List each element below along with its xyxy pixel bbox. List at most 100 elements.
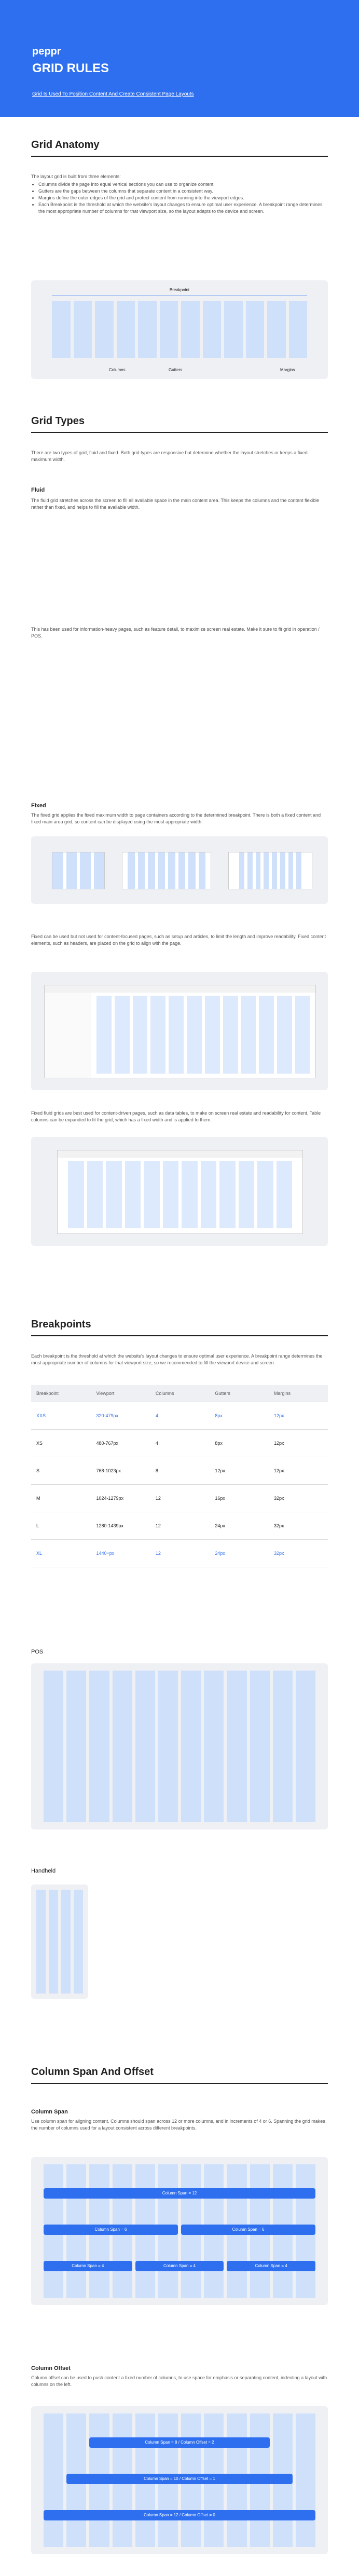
cell: XL (31, 1539, 91, 1567)
column (49, 1890, 58, 1994)
subheading: Fixed (31, 803, 46, 809)
text: Fixed can be used but not used for conte… (31, 934, 326, 946)
column (188, 852, 196, 889)
fixed-diagram (31, 836, 328, 904)
column (95, 301, 114, 358)
cell: 480-767px (91, 1429, 150, 1457)
span-bar: Column Span = 12 / Column Offset = 0 (44, 2510, 315, 2520)
cell: 8 (150, 1457, 210, 1485)
toolbar (58, 1150, 302, 1158)
text: Each breakpoint is the threshold at whic… (31, 1353, 323, 1365)
column (144, 1161, 160, 1228)
bullet: Gutters are the gaps between the columns… (38, 188, 328, 195)
cell: 1440+px (91, 1539, 150, 1567)
label: Margins (280, 368, 295, 372)
handheld-grid (31, 1884, 88, 1999)
column (295, 1671, 316, 1822)
subtitle[interactable]: Grid Is Used To Position Content And Cre… (32, 91, 194, 97)
column (114, 996, 130, 1074)
span-bar: Column Span = 6 (181, 2225, 315, 2235)
text: There are two types of grid, fluid and f… (31, 450, 308, 462)
toolbar (45, 985, 315, 993)
offset-diagram: Column Span = 8 / Column Offset = 2 Colum… (31, 2406, 328, 2554)
column (68, 1161, 84, 1228)
span-bar: Column Span = 6 (44, 2225, 178, 2235)
heading: Grid Anatomy (31, 139, 100, 151)
span-bar: Column Span = 4 (135, 2261, 224, 2271)
column (202, 301, 221, 358)
column (36, 1890, 46, 1994)
subheading: Column Offset (31, 2365, 71, 2371)
rule (31, 1335, 328, 1336)
column (135, 1671, 155, 1822)
title: GRID RULES (32, 61, 109, 75)
column (44, 1671, 64, 1822)
app (44, 985, 316, 1078)
cell: 32px (268, 1512, 328, 1540)
column (74, 1890, 83, 1994)
bullet: Columns divide the page into equal verti… (38, 181, 328, 188)
cell: 8px (210, 1402, 269, 1430)
column (277, 996, 293, 1074)
column (255, 852, 261, 889)
span-bar: Column Span = 10 / Column Offset = 1 (66, 2474, 293, 2484)
column (44, 2414, 64, 2547)
table-header: Breakpoint Viewport Columns Gutters Margins (31, 1385, 328, 1402)
cell: 4 (150, 1402, 210, 1430)
cell: XXS (31, 1402, 91, 1430)
label: POS (31, 1649, 44, 1655)
cell: 24px (210, 1512, 269, 1540)
table-row: M 1024-1279px 12 16px 32px (31, 1484, 328, 1512)
header-cell: Columns (150, 1385, 210, 1402)
app (57, 1150, 303, 1234)
label: Handheld (31, 1868, 56, 1874)
column (159, 301, 178, 358)
text: This has been used for information-heavy… (31, 627, 320, 639)
header-cell: Margins (268, 1385, 328, 1402)
column (158, 852, 165, 889)
column (272, 1671, 293, 1822)
column (158, 1671, 178, 1822)
column (239, 852, 244, 889)
column (245, 301, 264, 358)
column (93, 852, 104, 889)
rule (31, 156, 328, 157)
column (280, 852, 285, 889)
table-row: XXS 320-479px 4 8px 12px (31, 1402, 328, 1430)
cell: 12 (150, 1484, 210, 1512)
frame (52, 852, 105, 889)
cell: 1024-1279px (91, 1484, 150, 1512)
sidebar (45, 993, 91, 1078)
column (241, 996, 256, 1074)
column (181, 1671, 201, 1822)
column (227, 1671, 247, 1822)
column (257, 1161, 273, 1228)
cell: 12 (150, 1539, 210, 1567)
table-row: S 768-1023px 8 12px 12px (31, 1457, 328, 1485)
column (148, 852, 155, 889)
cell: XS (31, 1429, 91, 1457)
cell: 768-1023px (91, 1457, 150, 1485)
cell: S (31, 1457, 91, 1485)
column (276, 1161, 292, 1228)
column (125, 1161, 141, 1228)
column (223, 996, 238, 1074)
bullets: Columns divide the page into equal verti… (31, 181, 328, 215)
column (52, 852, 63, 889)
column (80, 852, 91, 889)
cell: 12px (268, 1429, 328, 1457)
column (162, 1161, 178, 1228)
cell: 12 (150, 1512, 210, 1540)
cell: 4 (150, 1429, 210, 1457)
column (238, 1161, 254, 1228)
span-bar: Column Span = 8 / Column Offset = 2 (89, 2437, 270, 2448)
column (138, 301, 157, 358)
column (250, 1671, 270, 1822)
column (112, 1671, 132, 1822)
column (296, 852, 301, 889)
header: peppr GRID RULES Grid Is Used To Positio… (0, 0, 359, 117)
frame (228, 852, 312, 889)
breakpoint-table: Breakpoint Viewport Columns Gutters Margins X… (31, 1385, 328, 1567)
grid (52, 301, 307, 358)
column (132, 996, 148, 1074)
